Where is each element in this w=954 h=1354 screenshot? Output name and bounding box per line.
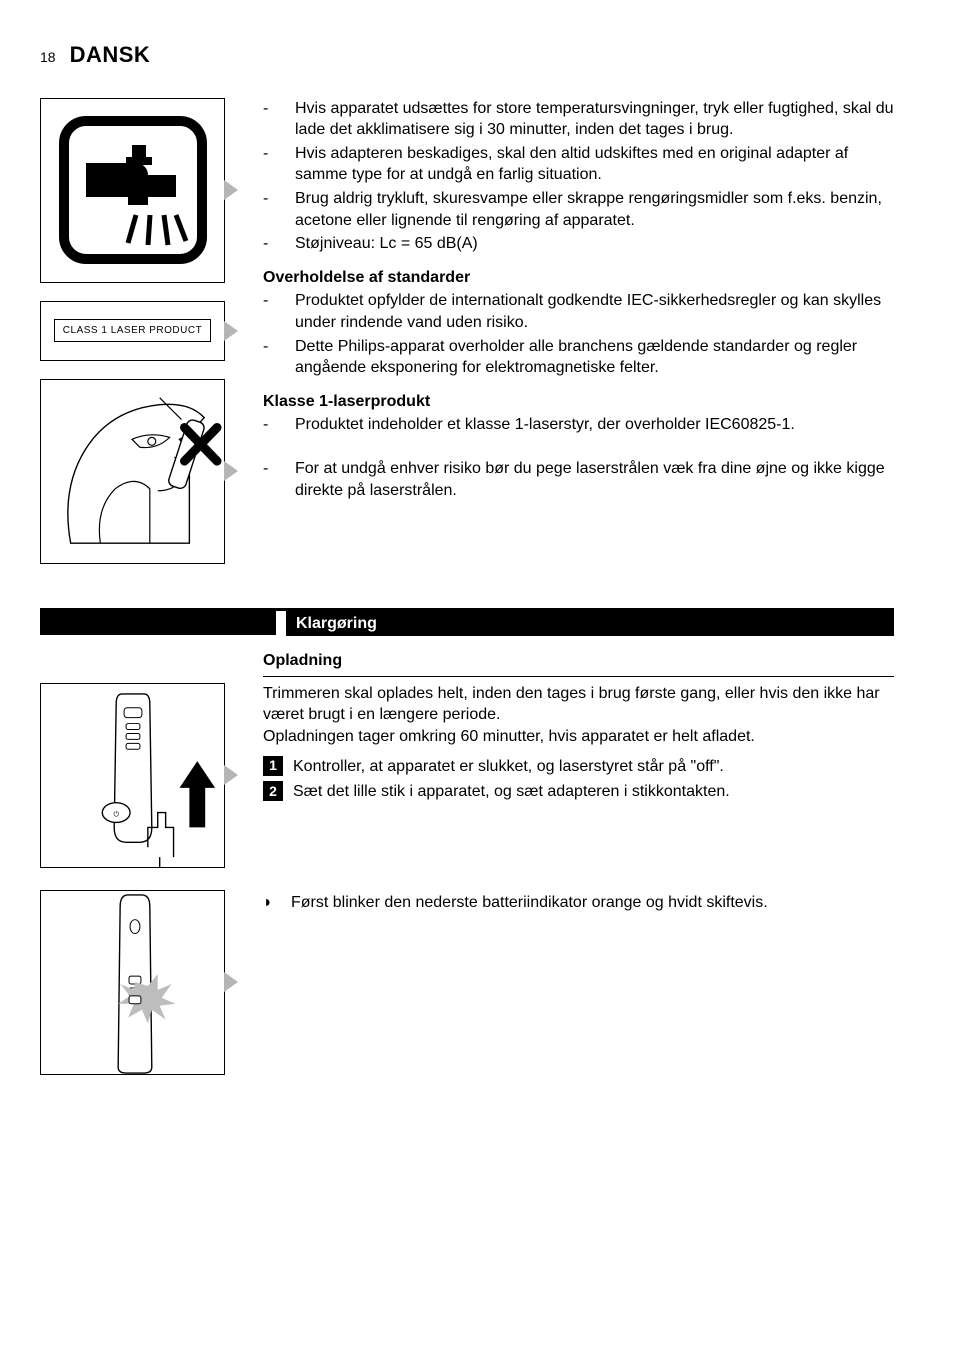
dash: - — [263, 458, 273, 501]
bullet-text: Produktet opfylder de internationalt god… — [295, 290, 894, 333]
figure-plug-in: ⏻ — [40, 683, 225, 868]
bullet-text: Støjniveau: Lc = 65 dB(A) — [295, 233, 478, 255]
class1-bullets: -Produktet indeholder et klasse 1-lasers… — [263, 414, 894, 436]
charging-note: ◗ Først blinker den nederste batteriindi… — [263, 892, 894, 914]
note-arrow-icon: ◗ — [263, 892, 277, 914]
dash: - — [263, 233, 273, 255]
indicator-blink-icon — [41, 890, 224, 1075]
charging-intro-1: Trimmeren skal oplades helt, inden den t… — [263, 683, 894, 726]
note-text: Først blinker den nederste batteriindika… — [291, 892, 768, 914]
safety-text: -Hvis apparatet udsættes for store tempe… — [263, 98, 894, 582]
step-text: Kontroller, at apparatet er slukket, og … — [293, 756, 724, 778]
figure-laser-label: CLASS 1 LASER PRODUCT — [40, 301, 225, 361]
safety-bullets: -Hvis apparatet udsættes for store tempe… — [263, 98, 894, 255]
dash: - — [263, 98, 273, 141]
charging-steps: 1 Kontroller, at apparatet er slukket, o… — [263, 756, 894, 803]
standards-bullets: -Produktet opfylder de internationalt go… — [263, 290, 894, 378]
dash: - — [263, 143, 273, 186]
charging-intro-2: Opladningen tager omkring 60 minutter, h… — [263, 726, 894, 748]
figure-indicator-blink — [40, 890, 225, 1075]
laser-eye-warning-icon — [41, 379, 224, 564]
charging-head-row: Opladning — [40, 650, 894, 679]
charging-heading: Opladning — [263, 650, 894, 677]
page-header: 18 DANSK — [40, 40, 894, 70]
figure-column: CLASS 1 LASER PRODUCT — [40, 98, 245, 582]
language-title: DANSK — [70, 40, 151, 70]
rinse-icon — [58, 115, 208, 265]
svg-text:⏻: ⏻ — [113, 810, 119, 818]
laser-label-text: CLASS 1 LASER PRODUCT — [54, 319, 211, 343]
section-title: Klargøring — [286, 611, 894, 637]
dash: - — [263, 188, 273, 231]
bullet-text: Dette Philips-apparat overholder alle br… — [295, 336, 894, 379]
bullet-text: Produktet indeholder et klasse 1-laserst… — [295, 414, 795, 436]
dash: - — [263, 414, 273, 436]
section-bar-left — [40, 611, 276, 635]
step-text: Sæt det lille stik i apparatet, og sæt a… — [293, 781, 730, 803]
safety-row: CLASS 1 LASER PRODUCT -Hvis apparatet ud… — [40, 98, 894, 582]
section-bar: Klargøring — [40, 611, 894, 637]
class1-bullets-2: -For at undgå enhver risiko bør du pege … — [263, 458, 894, 501]
dash: - — [263, 336, 273, 379]
step-number: 2 — [263, 781, 283, 801]
bullet-text: Hvis adapteren beskadiges, skal den alti… — [295, 143, 894, 186]
bullet-text: Hvis apparatet udsættes for store temper… — [295, 98, 894, 141]
step-number: 1 — [263, 756, 283, 776]
class1-heading: Klasse 1-laserprodukt — [263, 391, 894, 413]
bullet-text: For at undgå enhver risiko bør du pege l… — [295, 458, 894, 501]
figure-laser-eye-warning — [40, 379, 225, 564]
standards-heading: Overholdelse af standarder — [263, 267, 894, 289]
figure-rinse-icon — [40, 98, 225, 283]
step-1: 1 Kontroller, at apparatet er slukket, o… — [263, 756, 894, 778]
dash: - — [263, 290, 273, 333]
plug-in-icon: ⏻ — [41, 683, 224, 868]
charging-row-2: ◗ Først blinker den nederste batteriindi… — [40, 890, 894, 1093]
step-2: 2 Sæt det lille stik i apparatet, og sæt… — [263, 781, 894, 803]
charging-row-1: ⏻ Trimmeren skal oplades helt, inden den… — [40, 683, 894, 886]
bullet-text: Brug aldrig trykluft, skuresvampe eller … — [295, 188, 894, 231]
page-number: 18 — [40, 48, 56, 67]
